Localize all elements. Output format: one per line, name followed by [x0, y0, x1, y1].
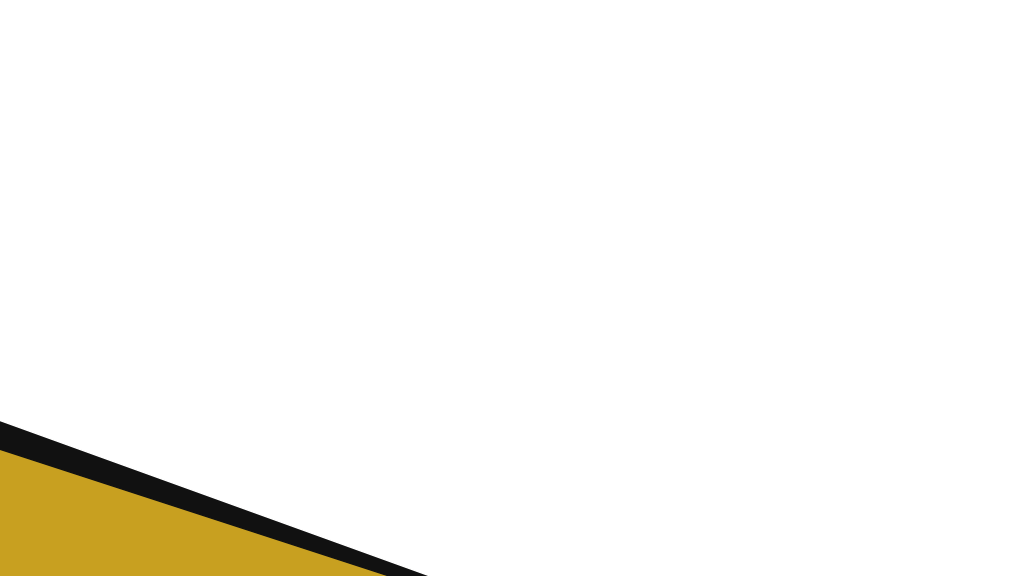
- Bar: [560, 339, 588, 441]
- Bar: [163, 397, 190, 441]
- Text: 13.1%: 13.1%: [713, 66, 754, 79]
- Text: 1.0%: 1.0%: [359, 397, 392, 410]
- Text: 3.1%: 3.1%: [399, 339, 432, 353]
- Bar: [123, 326, 152, 441]
- Bar: [322, 441, 350, 463]
- Y-axis label: Percent Change: Percent Change: [33, 216, 48, 337]
- Bar: [203, 419, 230, 441]
- Bar: [361, 414, 389, 441]
- Bar: [481, 383, 509, 441]
- Text: 2.1%: 2.1%: [478, 367, 511, 380]
- Text: 1.6%: 1.6%: [161, 381, 194, 393]
- Text: 0.8%: 0.8%: [201, 403, 233, 415]
- Text: 2.5%: 2.5%: [518, 356, 551, 369]
- Bar: [600, 326, 628, 441]
- Bar: [640, 312, 668, 441]
- Text: Assessed value
growth accelerated
after 2017 as home
prices began rising
faster.: Assessed value growth accelerated after …: [794, 69, 930, 157]
- Text: 2.4%: 2.4%: [438, 359, 471, 372]
- Bar: [719, 82, 748, 441]
- Text: 4.2%: 4.2%: [598, 309, 631, 323]
- Bar: [283, 435, 310, 441]
- Text: -0.8%: -0.8%: [317, 466, 354, 479]
- Text: 4.2%: 4.2%: [121, 309, 154, 323]
- Bar: [680, 287, 708, 441]
- Text: 3.7%: 3.7%: [558, 323, 591, 336]
- Bar: [520, 372, 549, 441]
- Text: -0.5%: -0.5%: [238, 457, 275, 471]
- Title: Indiana Total Gross Assessed Value Growth: Indiana Total Gross Assessed Value Growt…: [97, 19, 773, 47]
- Bar: [401, 356, 429, 441]
- Bar: [243, 441, 270, 454]
- X-axis label: Pay-Year (GAV): Pay-Year (GAV): [380, 522, 490, 537]
- Text: 4.7%: 4.7%: [637, 295, 670, 309]
- Bar: [441, 375, 469, 441]
- Text: 5.6%: 5.6%: [677, 271, 710, 284]
- Text: The pandemic
increased the values
of all real property in
2021, which led to
the: The pandemic increased the values of all…: [794, 265, 948, 408]
- Text: 0.2%: 0.2%: [280, 419, 312, 432]
